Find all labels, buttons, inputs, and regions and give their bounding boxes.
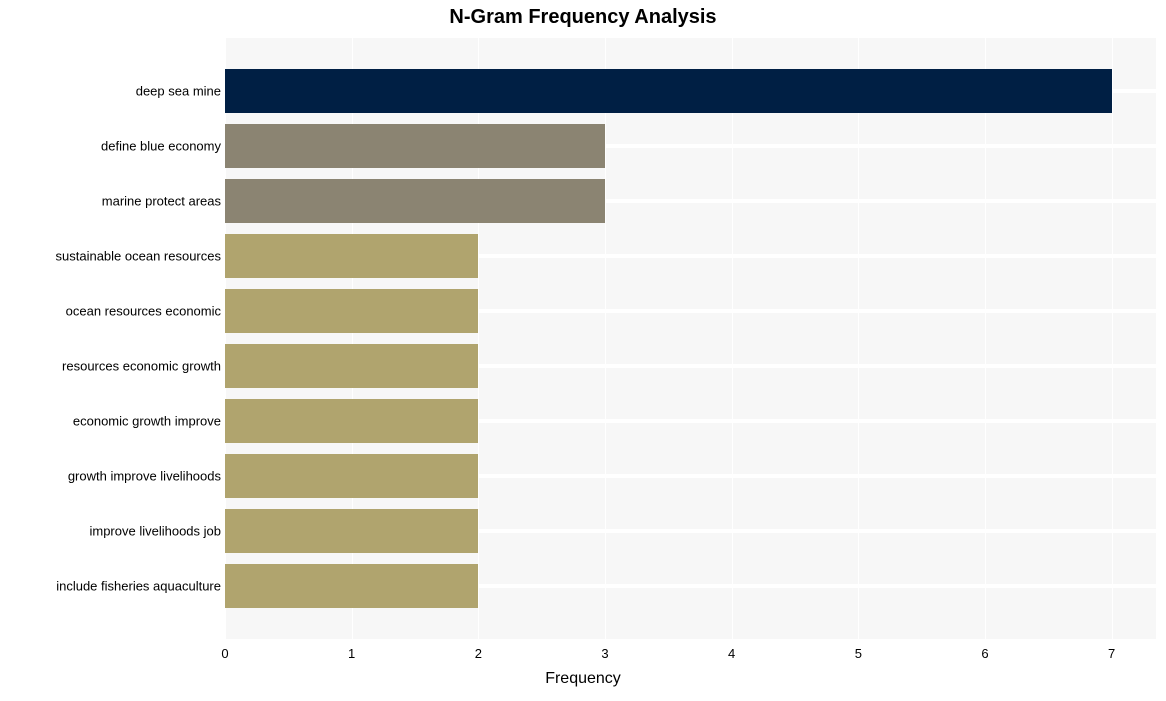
gridline (732, 36, 733, 641)
x-tick-label: 1 (348, 646, 355, 661)
bar (225, 564, 478, 608)
x-tick-label: 6 (981, 646, 988, 661)
x-tick-label: 5 (855, 646, 862, 661)
x-tick-label: 4 (728, 646, 735, 661)
ngram-chart: N-Gram Frequency Analysis Frequency deep… (0, 0, 1166, 701)
y-tick-label: deep sea mine (6, 84, 221, 99)
gridline (858, 36, 859, 641)
y-tick-label: improve livelihoods job (6, 524, 221, 539)
bar (225, 289, 478, 333)
y-tick-label: economic growth improve (6, 414, 221, 429)
chart-title: N-Gram Frequency Analysis (0, 6, 1166, 29)
bar (225, 344, 478, 388)
x-axis-label: Frequency (0, 670, 1166, 688)
bar (225, 124, 605, 168)
x-tick-label: 2 (475, 646, 482, 661)
x-tick-label: 0 (221, 646, 228, 661)
gridline (605, 36, 606, 641)
bar (225, 234, 478, 278)
y-tick-label: ocean resources economic (6, 304, 221, 319)
bar (225, 399, 478, 443)
bar (225, 179, 605, 223)
y-tick-label: sustainable ocean resources (6, 249, 221, 264)
y-tick-label: growth improve livelihoods (6, 469, 221, 484)
gridline (985, 36, 986, 641)
plot-area (225, 36, 1156, 641)
y-tick-label: resources economic growth (6, 359, 221, 374)
y-tick-label: marine protect areas (6, 194, 221, 209)
bar (225, 509, 478, 553)
bar (225, 454, 478, 498)
x-tick-label: 3 (601, 646, 608, 661)
x-tick-label: 7 (1108, 646, 1115, 661)
y-tick-label: define blue economy (6, 139, 221, 154)
gridline (1112, 36, 1113, 641)
bar (225, 69, 1112, 113)
y-tick-label: include fisheries aquaculture (6, 579, 221, 594)
